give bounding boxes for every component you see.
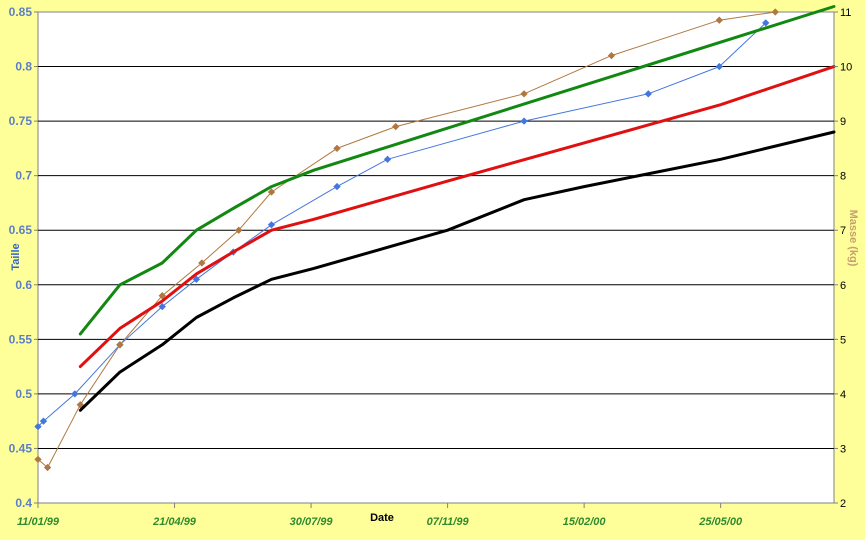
x-tick-label: 21/04/99 <box>152 516 197 528</box>
series-masse-point <box>715 16 724 24</box>
y-right-tick-label: 7 <box>840 225 846 237</box>
y-left-tick-label: 0.4 <box>15 496 32 510</box>
series-masse-point <box>267 188 276 196</box>
series-taille-point <box>34 422 42 431</box>
y-right-tick-label: 11 <box>840 7 851 19</box>
y-right-tick-label: 2 <box>840 498 846 510</box>
series-masse-point <box>34 455 42 464</box>
y-left-tick-label: 0.65 <box>9 223 33 237</box>
series-masse-line <box>37 11 776 468</box>
y-right-tick-label: 5 <box>840 334 846 346</box>
x-tick-label: 30/07/99 <box>290 516 334 528</box>
series-red-line <box>78 65 836 369</box>
series-masse-point <box>158 291 167 300</box>
y-right-tick-label: 10 <box>840 62 852 74</box>
y-left-tick-label: 0.75 <box>9 114 33 128</box>
x-tick-label: 07/11/99 <box>427 516 470 528</box>
series-taille-point <box>644 90 653 98</box>
y-right-tick-label: 9 <box>840 116 846 128</box>
series-taille-point <box>71 390 79 398</box>
series-taille-point <box>715 62 724 71</box>
series-black-line <box>78 130 836 412</box>
y-axis-left-title: Taille <box>10 243 22 270</box>
series-green-line <box>78 5 836 336</box>
y-left-tick-label: 0.7 <box>15 169 32 183</box>
plot-area <box>37 11 835 504</box>
series-taille-point <box>333 182 341 191</box>
series-masse-point <box>116 341 124 349</box>
series-masse-point <box>771 8 780 16</box>
y-right-tick-label: 8 <box>840 171 846 183</box>
y-left-tick-label: 0.55 <box>9 332 33 346</box>
series-taille-point <box>761 19 770 27</box>
series-taille-point <box>192 275 201 284</box>
series-masse-point <box>234 226 243 234</box>
y-right-tick-label: 4 <box>840 389 846 401</box>
series-layer <box>34 5 836 472</box>
series-masse-point <box>198 259 206 267</box>
y-right-tick-label: 3 <box>840 443 846 455</box>
x-tick-label: 15/02/00 <box>563 516 607 528</box>
series-taille-point <box>39 417 48 425</box>
series-masse-point <box>607 51 616 60</box>
series-masse-point <box>391 122 400 131</box>
y-right-tick-label: 6 <box>840 280 846 292</box>
y-left-tick-label: 0.45 <box>9 441 33 455</box>
series-masse-point <box>43 463 52 472</box>
series-taille-point <box>383 155 392 164</box>
series-taille-point <box>520 117 528 125</box>
y-left-tick-label: 0.6 <box>15 278 32 292</box>
y-axis-right-title: Masse (kg) <box>847 210 859 267</box>
y-left-tick-label: 0.85 <box>9 5 33 19</box>
series-masse-point <box>333 144 341 153</box>
x-tick-label: 25/05/00 <box>698 516 743 528</box>
x-axis-title: Date <box>370 512 394 524</box>
axis-layer: 0.4 0.45 0.5 0.55 0.6 0.65 0.7 0.75 0.8 0.85 2 3 4 5 6… <box>9 5 853 528</box>
series-taille-point <box>158 302 167 311</box>
y-left-tick-label: 0.8 <box>15 60 32 74</box>
x-tick-label: 11/01/99 <box>17 516 60 528</box>
y-left-tick-label: 0.5 <box>15 387 32 401</box>
series-taille-line <box>37 22 767 428</box>
series-masse-point <box>520 90 528 98</box>
series-taille-point <box>267 221 276 229</box>
